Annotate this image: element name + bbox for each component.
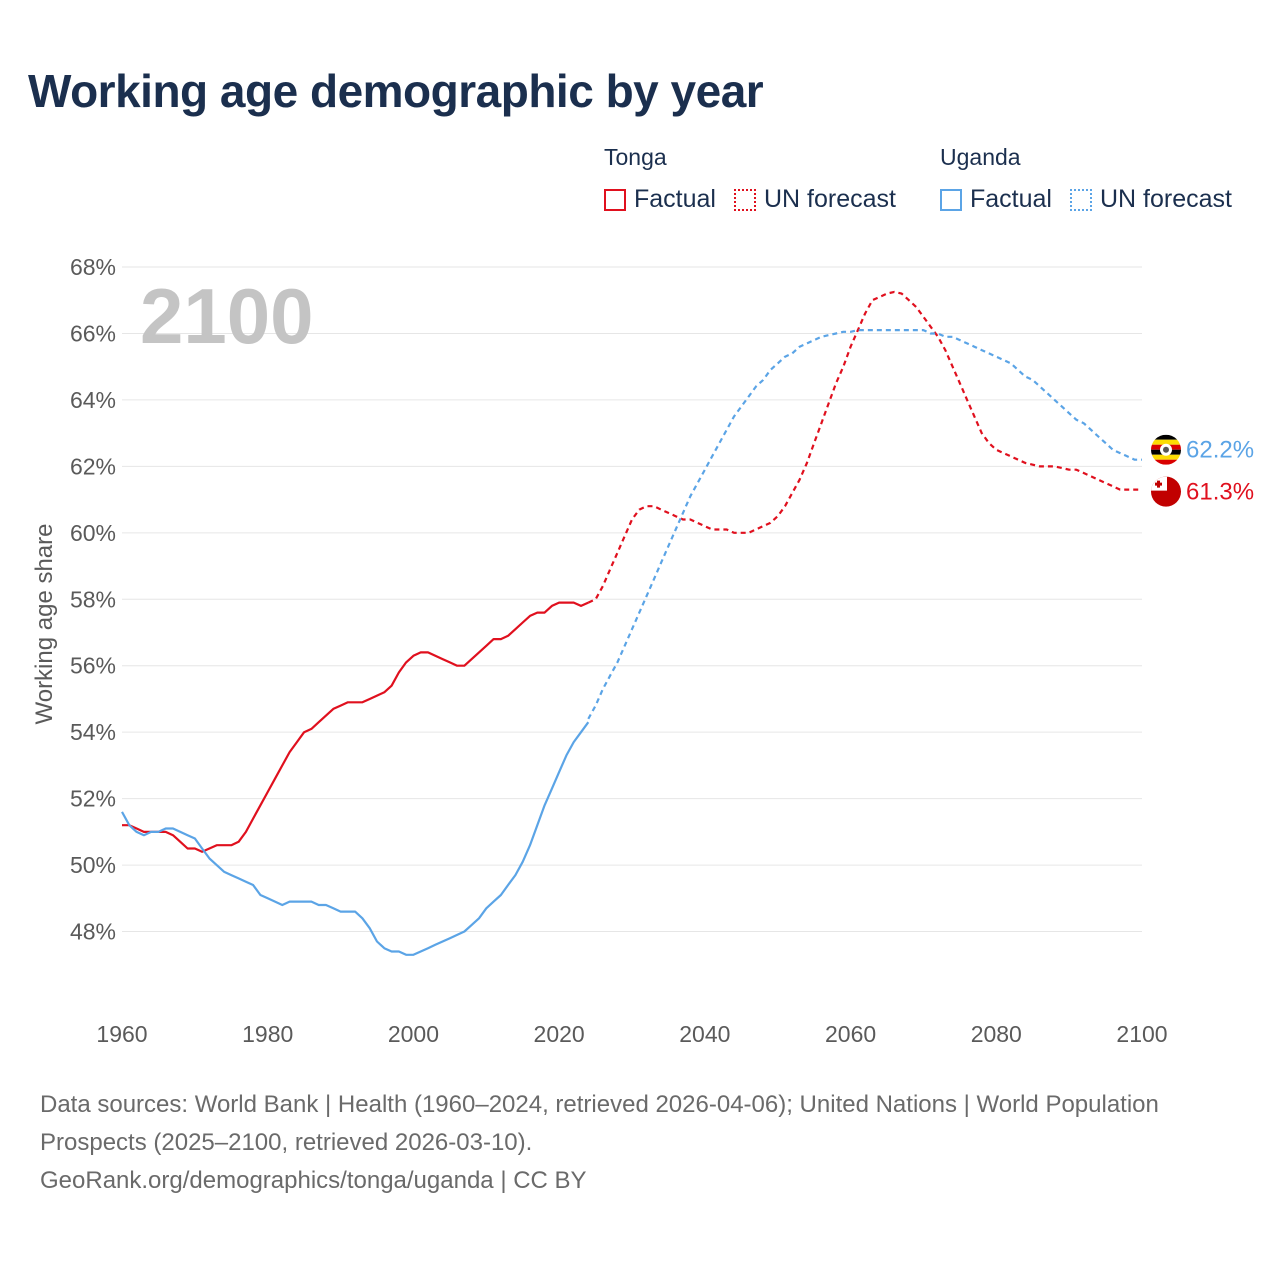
tonga-factual-line [122,601,589,853]
legend-group-tonga: Tonga Factual UN forecast [604,144,896,214]
y-tick-label: 50% [70,852,116,878]
y-tick-label: 68% [70,254,116,280]
y-tick-label: 62% [70,453,116,479]
data-sources: Data sources: World Bank | Health (1960–… [40,1091,1159,1156]
end-labels: 62.2% 61.3% [1151,434,1254,507]
flag-stripe [1151,459,1181,465]
footer: Data sources: World Bank | Health (1960–… [40,1086,1190,1200]
uganda-forecast-line [587,329,1142,720]
y-tick-label: 66% [70,320,116,346]
year-overlay: 2100 [140,272,314,360]
uganda-factual-line [121,721,590,956]
y-axis-ticks: 48% 50% 52% 54% 56% 58% 60% 62% 64% 66% 68% [70,254,116,945]
tonga-forecast-line [587,290,1142,604]
series-lines [121,290,1142,956]
legend-label: UN forecast [1099,185,1232,213]
legend-label: Factual [970,185,1052,213]
legend-swatch-solid [940,188,962,211]
legend-label: Factual [634,185,716,213]
x-tick-label: 2060 [825,1021,876,1047]
x-tick-label: 1980 [242,1021,293,1047]
x-tick-label: 1960 [96,1021,147,1047]
x-tick-label: 2000 [388,1021,439,1047]
chart-title: Working age demographic by year [28,65,764,117]
legend-tonga-forecast[interactable]: UN forecast [733,185,896,214]
x-axis-ticks: 1960 1980 2000 2020 2040 2060 2080 2100 [96,1021,1167,1047]
legend-uganda-factual[interactable]: Factual [940,185,1052,214]
tonga-flag [1151,476,1181,507]
flag-stripe [1151,454,1181,460]
y-tick-label: 48% [70,919,116,945]
y-tick-label: 58% [70,586,116,612]
flag-stripe [1151,439,1181,445]
x-tick-label: 2040 [679,1021,730,1047]
uganda-flag [1151,434,1181,465]
line-chart: 48%50%52%54%56%58%60%62%64%66%68% 1960 19… [31,254,1254,1047]
tonga-end-value: 61.3% [1186,479,1254,506]
legend-swatch-dotted [733,188,756,211]
flag-stripes [1151,434,1181,465]
x-tick-label: 2100 [1116,1021,1167,1047]
flag-crane [1163,446,1169,453]
legend-group-title: Uganda [940,144,1021,170]
y-tick-label: 64% [70,387,116,413]
legend-tonga-factual[interactable]: Factual [604,185,716,214]
credit-link[interactable]: GeoRank.org/demographics/tonga/uganda | … [40,1167,587,1194]
x-tick-label: 2080 [971,1021,1022,1047]
y-tick-label: 60% [70,520,116,546]
legend-label: UN forecast [763,185,896,213]
legend-swatch-dotted [1069,188,1092,211]
legend-group-uganda: Uganda Factual UN forecast [940,144,1232,214]
y-tick-label: 56% [70,653,116,679]
y-axis-label: Working age share [31,524,58,725]
y-tick-label: 54% [70,719,116,745]
flag-stripe [1151,434,1181,440]
flag-cross-h [1155,482,1162,486]
uganda-end-value: 62.2% [1186,437,1254,464]
x-tick-label: 2020 [534,1021,585,1047]
legend-uganda-forecast[interactable]: UN forecast [1069,185,1232,214]
gridlines [122,266,1142,933]
y-tick-label: 52% [70,786,116,812]
legend-swatch-solid [604,188,626,211]
legend-group-title: Tonga [604,144,667,170]
